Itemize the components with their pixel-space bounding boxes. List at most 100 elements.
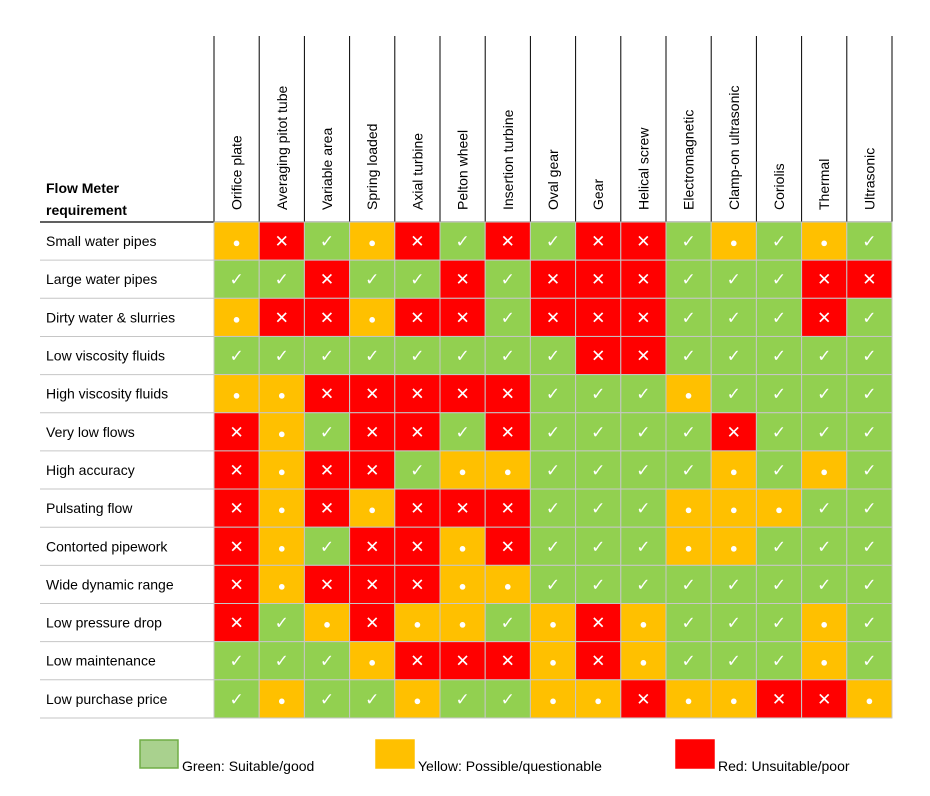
cell-low-viscosity-fluids-electromagnetic: ✓ — [665, 335, 712, 376]
cross-icon: ✕ — [365, 537, 379, 556]
dot-icon: ● — [413, 693, 421, 708]
check-icon: ✓ — [636, 461, 650, 480]
cell-low-viscosity-fluids-thermal: ✓ — [801, 335, 848, 376]
check-icon: ✓ — [772, 575, 786, 594]
cell-low-pressure-drop-gear: ✕ — [575, 603, 622, 643]
column-headers: Orifice plate Averaging pitot tube Variabl… — [213, 36, 893, 222]
dot-icon: ● — [278, 693, 286, 708]
cell-fill — [349, 564, 396, 604]
cell-contorted-pipework-orifice-plate: ✕ — [213, 526, 260, 566]
dot-icon: ● — [233, 235, 241, 250]
cell-dirty-water-slurries-pelton-wheel: ✕ — [439, 297, 486, 337]
cell-very-low-flows-gear: ✓ — [575, 412, 622, 452]
cell-small-water-pipes-ultrasonic: ✓ — [846, 221, 893, 261]
cell-high-accuracy-orifice-plate: ✕ — [213, 450, 260, 490]
dot-icon: ● — [323, 617, 331, 632]
cell-fill — [846, 259, 893, 299]
cell-fill — [213, 412, 260, 452]
dot-icon: ● — [368, 502, 376, 517]
cross-icon: ✕ — [455, 385, 469, 404]
check-icon: ✓ — [817, 385, 831, 404]
cell-low-purchase-price-spring-loaded: ✓ — [349, 679, 396, 719]
check-icon: ✓ — [546, 575, 560, 594]
dot-icon: ● — [685, 540, 693, 555]
cross-icon: ✕ — [410, 575, 424, 594]
cell-fill — [303, 335, 351, 376]
cell-large-water-pipes-electromagnetic: ✓ — [665, 259, 712, 299]
cell-wide-dynamic-range-gear: ✓ — [575, 564, 622, 604]
cell-fill — [529, 221, 577, 261]
cell-pulsating-flow-variable-area: ✕ — [303, 488, 351, 528]
cell-small-water-pipes-insertion-turbine: ✕ — [484, 221, 531, 261]
check-icon: ✓ — [817, 575, 831, 594]
cell-fill — [258, 221, 305, 261]
check-icon: ✓ — [591, 499, 605, 518]
cell-fill — [575, 564, 622, 604]
dot-icon: ● — [775, 502, 783, 517]
check-icon: ✓ — [862, 347, 876, 366]
cell-low-viscosity-fluids-axial-turbine: ✓ — [394, 335, 441, 376]
cell-low-maintenance-insertion-turbine: ✕ — [484, 641, 531, 681]
check-icon: ✓ — [727, 614, 741, 633]
check-icon: ✓ — [546, 499, 560, 518]
dot-icon: ● — [368, 655, 376, 670]
cross-icon: ✕ — [591, 652, 605, 671]
cell-low-maintenance-variable-area: ✓ — [303, 641, 351, 681]
check-icon: ✓ — [275, 347, 289, 366]
cell-large-water-pipes-clamp-on-ultrasonic: ✓ — [710, 259, 757, 299]
check-icon: ✓ — [817, 537, 831, 556]
check-icon: ✓ — [817, 423, 831, 442]
cell-high-viscosity-fluids-gear: ✓ — [575, 374, 622, 414]
cell-pulsating-flow-helical-screw: ✓ — [620, 488, 667, 528]
check-icon: ✓ — [229, 690, 243, 709]
cell-low-pressure-drop-thermal: ● — [801, 603, 848, 643]
legend-swatch — [675, 739, 715, 769]
cell-pulsating-flow-coriolis: ● — [755, 488, 803, 528]
cross-icon: ✕ — [365, 423, 379, 442]
check-icon: ✓ — [591, 461, 605, 480]
cell-very-low-flows-spring-loaded: ✕ — [349, 412, 396, 452]
check-icon: ✓ — [862, 652, 876, 671]
cell-low-pressure-drop-pelton-wheel: ● — [439, 603, 486, 643]
table-row: Large water pipes ✓ ✓ ✕ ✓ ✓ ✕ ✓ ✕ ✕ ✕ ✓ ✓ ✓ ✕ ✕ — [40, 259, 893, 299]
cell-small-water-pipes-orifice-plate: ● — [213, 221, 260, 261]
cell-dirty-water-slurries-helical-screw: ✕ — [620, 297, 667, 337]
cross-icon: ✕ — [591, 614, 605, 633]
cell-high-viscosity-fluids-axial-turbine: ✕ — [394, 374, 441, 414]
dot-icon: ● — [549, 617, 557, 632]
cell-large-water-pipes-insertion-turbine: ✓ — [484, 259, 531, 299]
cell-high-viscosity-fluids-oval-gear: ✓ — [529, 374, 577, 414]
cell-low-maintenance-axial-turbine: ✕ — [394, 641, 441, 681]
dot-icon: ● — [413, 617, 421, 632]
cell-low-purchase-price-variable-area: ✓ — [303, 679, 351, 719]
cell-large-water-pipes-pelton-wheel: ✕ — [439, 259, 486, 299]
row-label-low-maintenance: Low maintenance — [46, 653, 156, 669]
cell-low-maintenance-thermal: ● — [801, 641, 848, 681]
cell-low-maintenance-helical-screw: ● — [620, 641, 667, 681]
cell-fill — [801, 564, 848, 604]
cell-fill — [710, 450, 757, 490]
cell-pulsating-flow-insertion-turbine: ✕ — [484, 488, 531, 528]
cell-high-accuracy-variable-area: ✕ — [303, 450, 351, 490]
dot-icon: ● — [685, 502, 693, 517]
cell-pulsating-flow-electromagnetic: ● — [665, 488, 712, 528]
dot-icon: ● — [730, 502, 738, 517]
row-header-line-1: Flow Meter — [46, 180, 120, 196]
column-header-spring-loaded: Spring loaded — [364, 124, 380, 210]
cell-fill — [484, 412, 531, 452]
cell-low-purchase-price-orifice-plate: ✓ — [213, 679, 260, 719]
cell-very-low-flows-oval-gear: ✓ — [529, 412, 577, 452]
cross-icon: ✕ — [410, 308, 424, 327]
cell-wide-dynamic-range-clamp-on-ultrasonic: ✓ — [710, 564, 757, 604]
cell-low-maintenance-pelton-wheel: ✕ — [439, 641, 486, 681]
cell-very-low-flows-electromagnetic: ✓ — [665, 412, 712, 452]
column-header-electromagnetic: Electromagnetic — [681, 110, 697, 210]
cell-small-water-pipes-gear: ✕ — [575, 221, 622, 261]
cross-icon: ✕ — [636, 232, 650, 251]
cell-very-low-flows-coriolis: ✓ — [755, 412, 803, 452]
cross-icon: ✕ — [455, 652, 469, 671]
cell-fill — [755, 488, 803, 528]
cell-large-water-pipes-gear: ✕ — [575, 259, 622, 299]
cell-fill — [755, 564, 803, 604]
cell-dirty-water-slurries-averaging-pitot-tube: ✕ — [258, 297, 305, 337]
